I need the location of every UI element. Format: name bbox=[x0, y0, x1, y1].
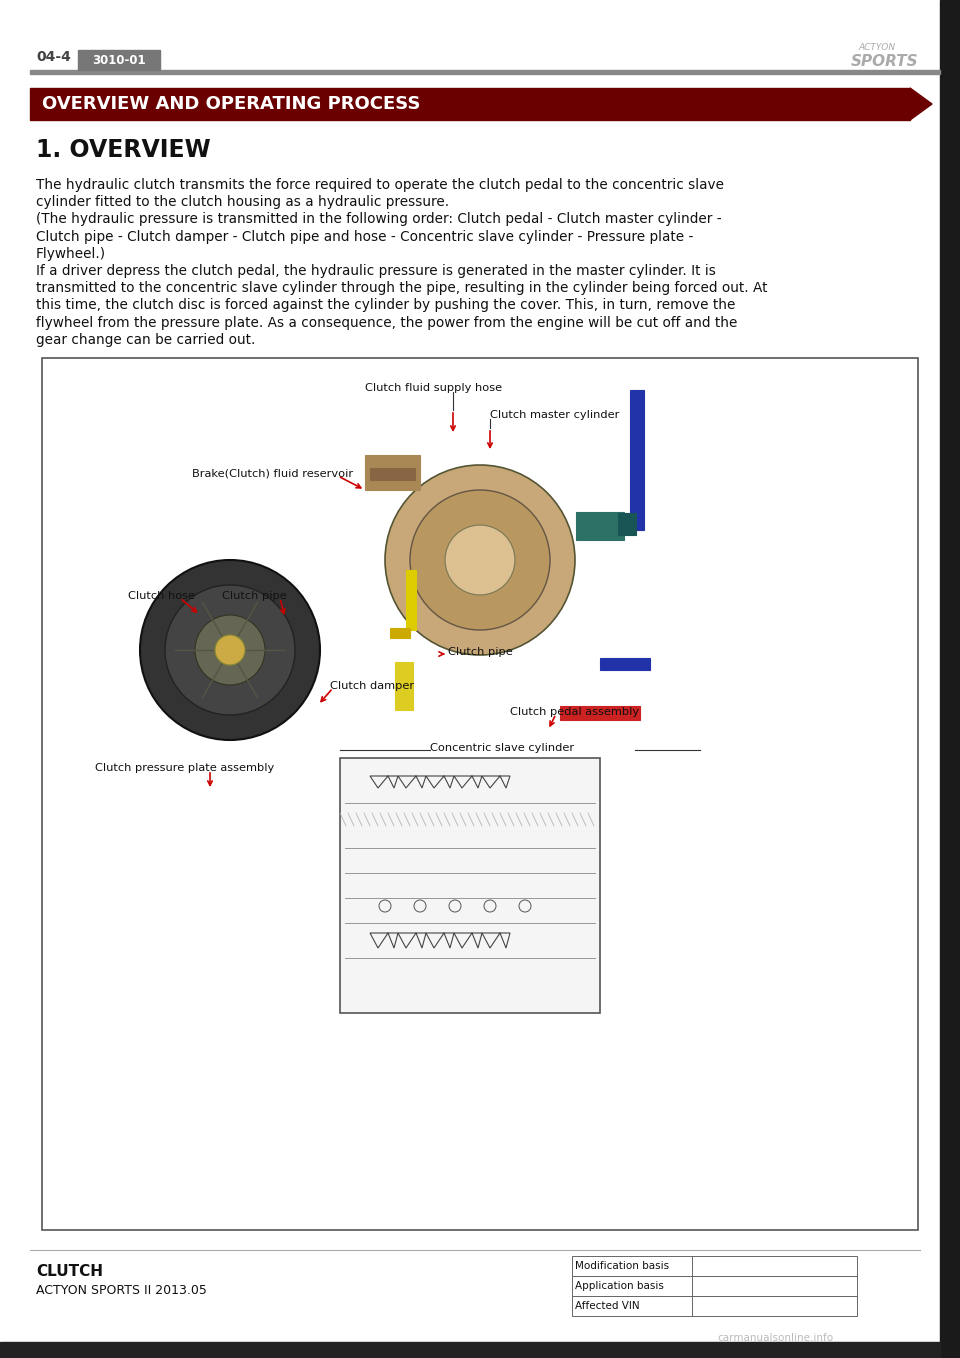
Text: Clutch pedal assembly: Clutch pedal assembly bbox=[510, 708, 639, 717]
Circle shape bbox=[445, 526, 515, 595]
Text: Application basis: Application basis bbox=[575, 1281, 664, 1291]
Circle shape bbox=[195, 615, 265, 684]
Bar bbox=[576, 512, 624, 540]
Text: transmitted to the concentric slave cylinder through the pipe, resulting in the : transmitted to the concentric slave cyli… bbox=[36, 281, 767, 295]
Text: 04-4: 04-4 bbox=[36, 50, 71, 64]
Bar bbox=[390, 627, 410, 638]
Bar bbox=[572, 1296, 857, 1316]
Text: ACTYON: ACTYON bbox=[858, 43, 895, 53]
Text: SPORTS: SPORTS bbox=[851, 54, 919, 69]
Bar bbox=[340, 758, 600, 1013]
Bar bbox=[560, 706, 640, 720]
Bar bbox=[0, 1342, 940, 1358]
Bar bbox=[365, 455, 420, 490]
Text: Clutch hose: Clutch hose bbox=[128, 591, 195, 602]
Text: Clutch pipe: Clutch pipe bbox=[448, 646, 513, 657]
Text: this time, the clutch disc is forced against the cylinder by pushing the cover. : this time, the clutch disc is forced aga… bbox=[36, 299, 735, 312]
Text: If a driver depress the clutch pedal, the hydraulic pressure is generated in the: If a driver depress the clutch pedal, th… bbox=[36, 263, 716, 278]
Bar bbox=[618, 513, 636, 535]
Text: carmanualsonline.info: carmanualsonline.info bbox=[717, 1334, 833, 1343]
Text: Clutch fluid supply hose: Clutch fluid supply hose bbox=[365, 383, 502, 392]
Polygon shape bbox=[910, 88, 932, 120]
Circle shape bbox=[140, 559, 320, 740]
Bar bbox=[78, 50, 160, 71]
Text: Clutch master cylinder: Clutch master cylinder bbox=[490, 410, 619, 420]
Bar bbox=[30, 71, 940, 73]
Text: Affected VIN: Affected VIN bbox=[575, 1301, 639, 1310]
Text: cylinder fitted to the clutch housing as a hydraulic pressure.: cylinder fitted to the clutch housing as… bbox=[36, 196, 449, 209]
Text: Concentric slave cylinder: Concentric slave cylinder bbox=[430, 743, 574, 752]
Text: CLUTCH: CLUTCH bbox=[36, 1264, 103, 1279]
Text: Clutch pipe: Clutch pipe bbox=[222, 591, 287, 602]
Text: 3010-01: 3010-01 bbox=[92, 53, 146, 67]
Text: Clutch pressure plate assembly: Clutch pressure plate assembly bbox=[95, 763, 275, 773]
Text: Clutch pipe - Clutch damper - Clutch pipe and hose - Concentric slave cylinder -: Clutch pipe - Clutch damper - Clutch pip… bbox=[36, 230, 693, 243]
Bar bbox=[406, 570, 416, 630]
Text: Flywheel.): Flywheel.) bbox=[36, 247, 107, 261]
Bar bbox=[572, 1277, 857, 1296]
Text: 1. OVERVIEW: 1. OVERVIEW bbox=[36, 139, 210, 162]
Bar bbox=[940, 0, 960, 1358]
Bar bbox=[600, 659, 650, 669]
Bar bbox=[370, 469, 415, 479]
Circle shape bbox=[385, 464, 575, 655]
Text: Brake(Clutch) fluid reservoir: Brake(Clutch) fluid reservoir bbox=[192, 469, 353, 479]
Text: OVERVIEW AND OPERATING PROCESS: OVERVIEW AND OPERATING PROCESS bbox=[42, 95, 420, 113]
Bar bbox=[30, 88, 910, 120]
Text: (The hydraulic pressure is transmitted in the following order: Clutch pedal - Cl: (The hydraulic pressure is transmitted i… bbox=[36, 212, 722, 227]
Text: ACTYON SPORTS II 2013.05: ACTYON SPORTS II 2013.05 bbox=[36, 1285, 206, 1297]
Text: The hydraulic clutch transmits the force required to operate the clutch pedal to: The hydraulic clutch transmits the force… bbox=[36, 178, 724, 191]
Circle shape bbox=[165, 585, 295, 716]
Text: gear change can be carried out.: gear change can be carried out. bbox=[36, 333, 255, 346]
Text: Modification basis: Modification basis bbox=[575, 1262, 669, 1271]
Text: flywheel from the pressure plate. As a consequence, the power from the engine wi: flywheel from the pressure plate. As a c… bbox=[36, 315, 737, 330]
Circle shape bbox=[215, 636, 245, 665]
Bar bbox=[395, 661, 413, 710]
Bar bbox=[630, 390, 644, 530]
Text: Clutch damper: Clutch damper bbox=[330, 680, 414, 691]
Bar bbox=[42, 359, 918, 1230]
Bar bbox=[572, 1256, 857, 1277]
Circle shape bbox=[410, 490, 550, 630]
